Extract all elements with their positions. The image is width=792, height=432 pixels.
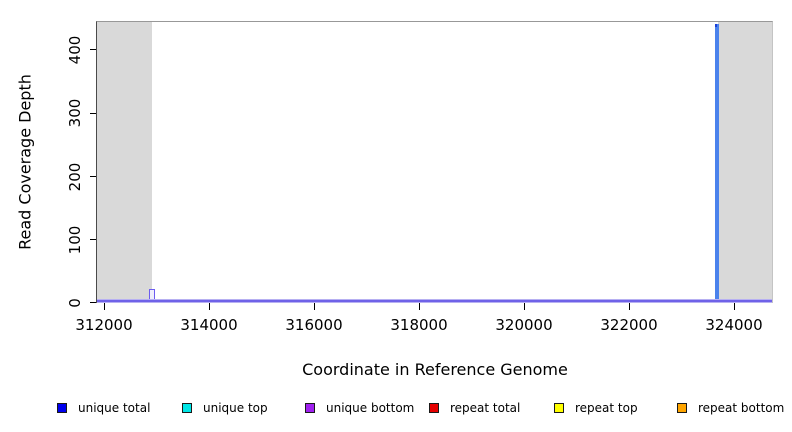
shaded-region-left xyxy=(97,22,152,303)
legend-item-repeat-total: repeat total xyxy=(429,401,520,415)
legend-label: repeat top xyxy=(575,401,638,415)
x-tick-320000 xyxy=(524,303,525,310)
y-tick-label: 100 xyxy=(66,225,84,255)
x-tick-label: 312000 xyxy=(75,316,133,334)
x-tick-316000 xyxy=(314,303,315,310)
y-tick-label: 300 xyxy=(66,98,84,128)
legend-label: repeat total xyxy=(450,401,521,415)
legend-item-unique-top: unique top xyxy=(182,401,268,415)
x-tick-314000 xyxy=(209,303,210,310)
legend-item-repeat-bottom: repeat bottom xyxy=(677,401,784,415)
y-tick-0 xyxy=(90,302,96,303)
x-tick-label: 314000 xyxy=(180,316,238,334)
y-axis-title: Read Coverage Depth xyxy=(15,74,35,250)
y-tick-100 xyxy=(90,239,96,240)
x-tick-312000 xyxy=(104,303,105,310)
legend-swatch-unique-top xyxy=(182,403,192,413)
x-tick-324000 xyxy=(734,303,735,310)
x-tick-label: 318000 xyxy=(390,316,448,334)
legend-swatch-repeat-top xyxy=(554,403,564,413)
zero-coverage-line xyxy=(97,299,772,303)
legend-item-unique-total: unique total xyxy=(57,401,150,415)
legend-label: unique bottom xyxy=(326,401,415,415)
legend-swatch-repeat-bottom xyxy=(677,403,687,413)
x-tick-label: 320000 xyxy=(495,316,553,334)
y-tick-300 xyxy=(90,113,96,114)
x-tick-label: 316000 xyxy=(285,316,343,334)
legend-swatch-repeat-total xyxy=(429,403,439,413)
x-tick-label: 322000 xyxy=(600,316,658,334)
y-tick-200 xyxy=(90,176,96,177)
legend-swatch-unique-bottom xyxy=(305,403,315,413)
x-axis-title: Coordinate in Reference Genome xyxy=(302,360,568,379)
legend-item-repeat-top: repeat top xyxy=(554,401,638,415)
x-tick-318000 xyxy=(419,303,420,310)
legend-label: unique total xyxy=(78,401,151,415)
y-tick-label: 400 xyxy=(66,35,84,65)
legend-label: unique top xyxy=(203,401,268,415)
main-coverage-spike xyxy=(715,24,719,303)
x-tick-322000 xyxy=(629,303,630,310)
y-tick-label: 200 xyxy=(66,162,84,192)
plot-area xyxy=(96,21,773,303)
legend-item-unique-bottom: unique bottom xyxy=(305,401,414,415)
legend-label: repeat bottom xyxy=(698,401,785,415)
y-tick-label: 0 xyxy=(66,298,84,308)
shaded-region-right xyxy=(718,22,772,303)
x-tick-label: 324000 xyxy=(705,316,763,334)
legend-swatch-unique-total xyxy=(57,403,67,413)
y-tick-400 xyxy=(90,49,96,50)
